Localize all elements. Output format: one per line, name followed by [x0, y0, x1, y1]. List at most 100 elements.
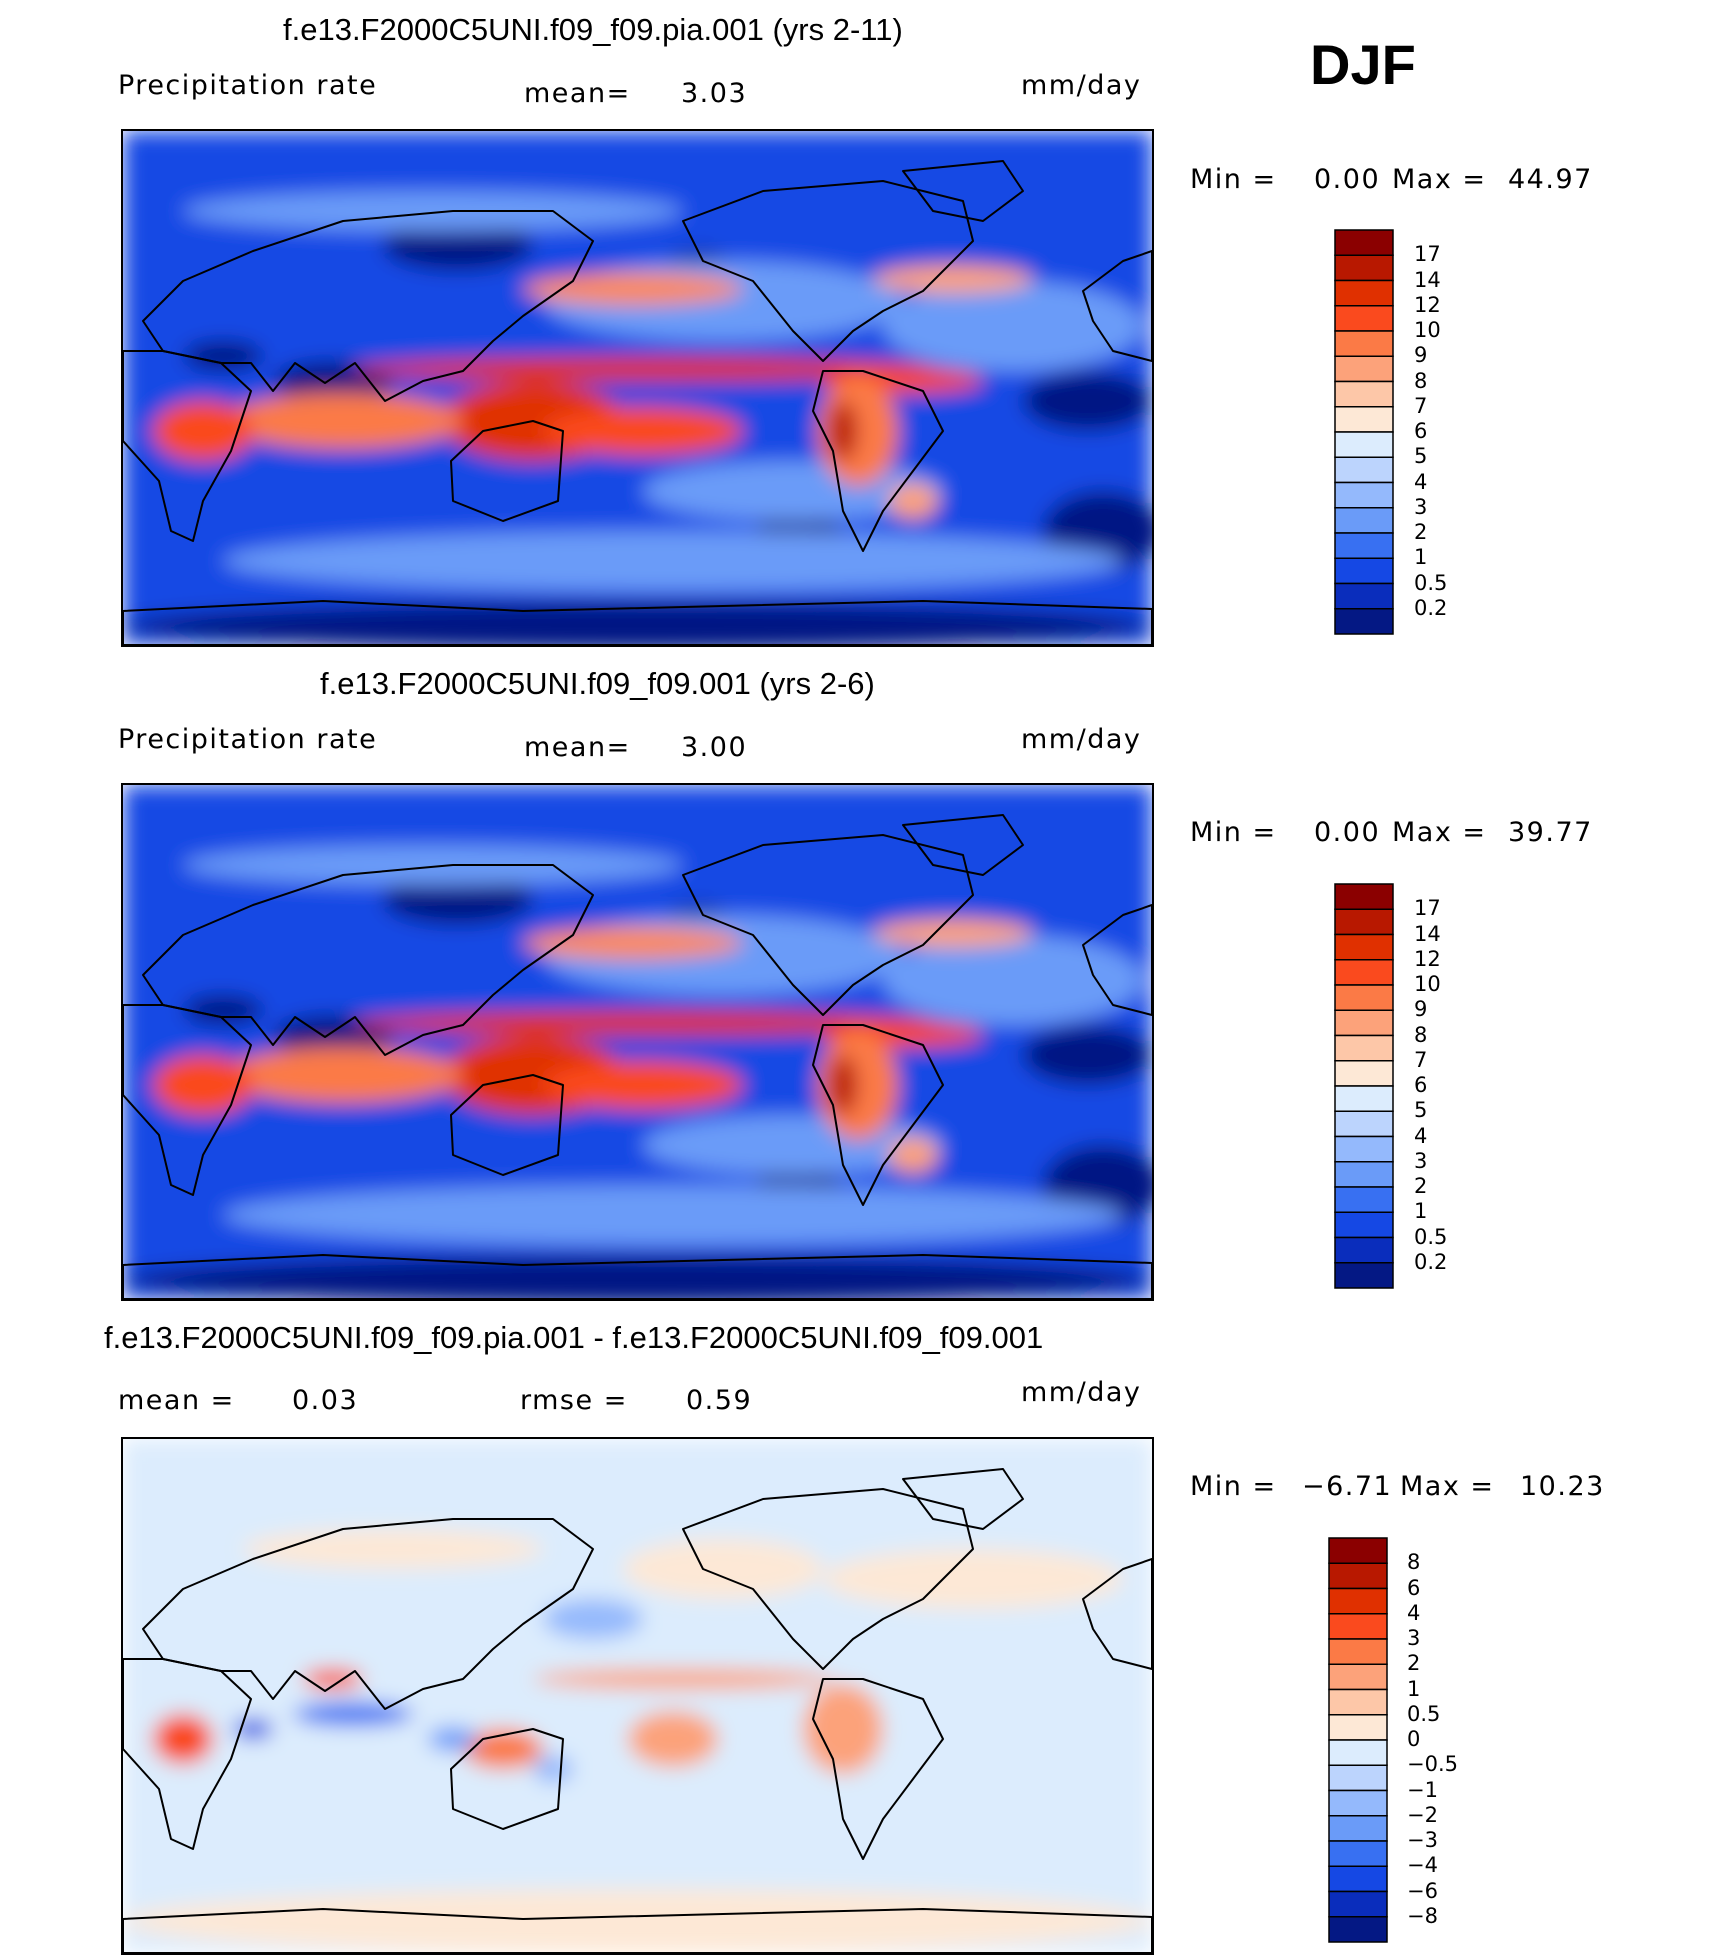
colorbar-tick-label: 2	[1414, 1174, 1428, 1198]
colorbar-tick-label: 12	[1414, 946, 1441, 971]
panel-3-max-label: Max =	[1400, 1471, 1495, 1502]
coastline	[142, 210, 594, 402]
colorbar-tick-label: 4	[1414, 1123, 1428, 1148]
colorbar-swatch	[1328, 1789, 1388, 1817]
colorbar-swatch	[1334, 908, 1394, 936]
colorbar-tick-label: 4	[1407, 1600, 1421, 1625]
colorbar-swatch	[1334, 1085, 1394, 1112]
colorbar-swatch	[1328, 1663, 1388, 1691]
colorbar-swatch	[1334, 1135, 1394, 1163]
coastline	[812, 1678, 944, 1860]
colorbar-swatch	[1328, 1865, 1388, 1893]
panel-1-colorbar-swatches	[1334, 229, 1394, 635]
panel-2-title: f.e13.F2000C5UNI.f09_f09.001 (yrs 2-6)	[320, 666, 875, 701]
colorbar-tick-label: −1	[1407, 1777, 1438, 1802]
colorbar-swatch	[1334, 1110, 1394, 1138]
colorbar-tick-label: 8	[1407, 1550, 1421, 1575]
panel-1-min-value: 0.00	[1314, 164, 1381, 195]
colorbar-swatch	[1328, 1613, 1388, 1640]
colorbar-swatch	[1328, 1840, 1388, 1867]
colorbar-tick-label: 9	[1414, 343, 1428, 368]
panel-3-map	[121, 1437, 1154, 1955]
panel-2-max-label: Max =	[1392, 817, 1487, 848]
panel-3-max-value: 10.23	[1520, 1471, 1605, 1502]
colorbar-tick-label: 3	[1407, 1626, 1421, 1650]
coastline	[450, 1074, 564, 1176]
colorbar-swatch	[1334, 305, 1394, 332]
colorbar-tick-label: 4	[1414, 469, 1428, 494]
panel-2-mean-value: 3.00	[681, 732, 748, 763]
colorbar-swatch	[1334, 1262, 1394, 1289]
precip-field	[123, 1439, 1152, 1953]
panel-3-mean-value: 0.03	[292, 1385, 359, 1416]
colorbar-tick-label: 0.2	[1414, 595, 1448, 620]
colorbar-tick-label: −3	[1407, 1828, 1438, 1852]
colorbar-tick-label: 5	[1414, 444, 1428, 469]
colorbar-tick-label: −4	[1407, 1853, 1438, 1878]
coastline	[142, 864, 594, 1056]
coastline	[123, 1908, 1152, 1953]
panel-2-min-value: 0.00	[1314, 817, 1381, 848]
colorbar-swatch	[1334, 380, 1394, 408]
colorbar-tick-label: 0.5	[1407, 1701, 1441, 1726]
colorbar-tick-label: 6	[1407, 1575, 1421, 1600]
precip-field	[123, 785, 1152, 1299]
coastline	[123, 1254, 1152, 1299]
coastline	[123, 1658, 252, 1850]
panel-2-units: mm/day	[1021, 724, 1142, 755]
colorbar-tick-label: 12	[1414, 292, 1441, 317]
coastline	[123, 350, 252, 542]
colorbar-swatch	[1334, 254, 1394, 282]
coastline	[812, 370, 944, 552]
panel-1-mean-value: 3.03	[681, 78, 748, 109]
colorbar-swatch	[1328, 1764, 1388, 1792]
colorbar-tick-label: 3	[1414, 1148, 1428, 1173]
panel-2-map	[121, 783, 1154, 1301]
colorbar-swatch	[1334, 481, 1394, 509]
colorbar-tick-label: 1	[1414, 1199, 1428, 1224]
panel-3-map-svg	[123, 1439, 1152, 1953]
colorbar-swatch	[1328, 1562, 1388, 1590]
colorbar-swatch	[1334, 933, 1394, 961]
colorbar-tick-label: 7	[1414, 1047, 1428, 1072]
panel-2-map-svg	[123, 785, 1152, 1299]
colorbar-swatch	[1334, 1060, 1394, 1087]
season-label: DJF	[1310, 33, 1416, 96]
panel-2-colorbar-swatches	[1334, 883, 1394, 1289]
colorbar-swatch	[1328, 1916, 1388, 1943]
colorbar-tick-label: 14	[1414, 267, 1441, 292]
colorbar-swatch	[1334, 279, 1394, 307]
coastline	[812, 1024, 944, 1206]
colorbar-tick-label: 10	[1414, 318, 1441, 342]
colorbar-swatch	[1334, 406, 1394, 433]
colorbar-swatch	[1334, 507, 1394, 534]
panel-1-map	[121, 129, 1154, 647]
colorbar-tick-label: 8	[1414, 368, 1428, 393]
colorbar-swatch	[1328, 1739, 1388, 1766]
panel-1-variable-label: Precipitation rate	[118, 70, 378, 101]
colorbar-tick-label: 0.2	[1414, 1249, 1448, 1274]
panel-1-min-label: Min =	[1190, 164, 1277, 195]
colorbar-swatch	[1334, 883, 1394, 910]
coastline	[123, 1004, 252, 1196]
colorbar-swatch	[1328, 1537, 1388, 1564]
coastline	[682, 180, 974, 362]
colorbar-tick-label: 2	[1407, 1651, 1421, 1676]
colorbar-swatch	[1328, 1688, 1388, 1716]
panel-2-max-value: 39.77	[1508, 817, 1593, 848]
coastline	[1082, 250, 1152, 362]
colorbar-tick-label: 3	[1414, 494, 1428, 519]
coastline	[902, 814, 1024, 876]
panel-3-min-label: Min =	[1190, 1471, 1277, 1502]
colorbar-swatch	[1334, 532, 1394, 559]
colorbar-swatch	[1334, 431, 1394, 458]
panel-1-mean-label: mean=	[524, 78, 631, 109]
panel-3-colorbar-swatches	[1328, 1537, 1388, 1943]
colorbar-tick-label: 17	[1414, 896, 1441, 921]
colorbar-swatch	[1334, 1211, 1394, 1239]
colorbar-tick-label: −0.5	[1407, 1752, 1458, 1777]
coastline	[682, 1488, 974, 1670]
colorbar-tick-label: 8	[1414, 1022, 1428, 1047]
colorbar-tick-label: 0	[1407, 1727, 1421, 1751]
panel-1-units: mm/day	[1021, 70, 1142, 101]
